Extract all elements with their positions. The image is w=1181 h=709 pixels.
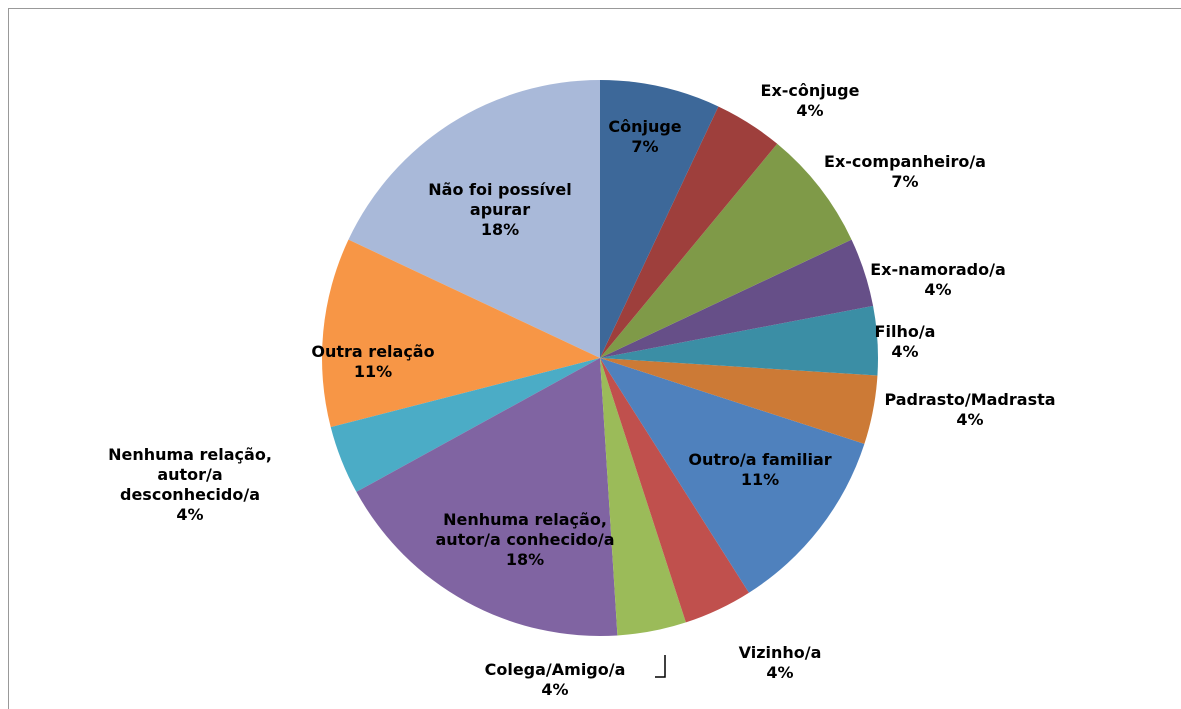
label-name: Filho/a (874, 322, 936, 341)
slice-label: Colega/Amigo/a 4% (485, 660, 626, 700)
slice-label: Nenhuma relação, autor/a conhecido/a 18% (420, 510, 630, 570)
pie-slice (600, 305, 878, 376)
pie-slice (356, 358, 618, 636)
slice-label: Cônjuge 7% (608, 117, 681, 157)
label-value: 7% (631, 137, 659, 156)
label-name: Não foi possível apurar (428, 180, 572, 219)
label-value: 11% (353, 362, 393, 381)
label-name: Outro/a familiar (688, 450, 832, 469)
label-value: 4% (176, 505, 204, 524)
slice-label: Ex-namorado/a 4% (870, 260, 1006, 300)
slice-label: Vizinho/a 4% (739, 643, 822, 683)
label-name: Ex-companheiro/a (824, 152, 986, 171)
label-name: Cônjuge (608, 117, 682, 136)
slice-label: Ex-companheiro/a 7% (824, 152, 986, 192)
pie-slice (600, 80, 719, 358)
label-value: 4% (891, 342, 919, 361)
pie-slice (330, 358, 600, 492)
label-value: 18% (505, 550, 545, 569)
label-value: 4% (924, 280, 952, 299)
label-name: Colega/Amigo/a (484, 660, 626, 679)
slice-label: Outra relação 11% (311, 342, 434, 382)
label-value: 18% (480, 220, 520, 239)
pie-slice (348, 80, 600, 358)
pie-slice (600, 143, 852, 358)
label-name: Outra relação (311, 342, 435, 361)
label-name: Ex-namorado/a (870, 260, 1006, 279)
pie-slice (600, 358, 865, 593)
label-value: 4% (766, 663, 794, 682)
pie-slice (600, 239, 874, 358)
pie-slice (600, 106, 778, 359)
slice-label: Ex-cônjuge 4% (761, 81, 860, 121)
label-value: 4% (541, 680, 569, 699)
label-value: 7% (891, 172, 919, 191)
label-name: Vizinho/a (738, 643, 822, 662)
label-name: Ex-cônjuge (760, 81, 860, 100)
label-value: 11% (740, 470, 780, 489)
chart-frame (8, 8, 1181, 709)
slice-label: Não foi possível apurar 18% (410, 180, 590, 240)
label-name: Nenhuma relação, autor/a desconhecido/a (108, 445, 272, 504)
pie-slice (322, 239, 600, 428)
pie-slice (600, 358, 686, 636)
label-name: Nenhuma relação, autor/a conhecido/a (435, 510, 615, 549)
pie-slice (600, 358, 749, 623)
label-value: 4% (796, 101, 824, 120)
pie-slice (600, 358, 878, 444)
slice-label: Padrasto/Madrasta 4% (884, 390, 1055, 430)
slice-label: Filho/a 4% (875, 322, 936, 362)
label-value: 4% (956, 410, 984, 429)
label-name: Padrasto/Madrasta (884, 390, 1056, 409)
leader-line (655, 655, 666, 678)
slice-label: Nenhuma relação, autor/a desconhecido/a 4… (95, 445, 285, 525)
slice-label: Outro/a familiar 11% (688, 450, 831, 490)
